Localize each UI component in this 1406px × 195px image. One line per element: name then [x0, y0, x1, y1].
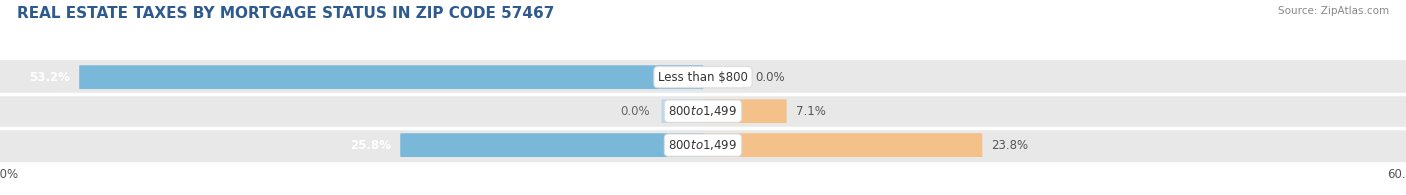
FancyBboxPatch shape [0, 60, 1406, 94]
Text: Source: ZipAtlas.com: Source: ZipAtlas.com [1278, 6, 1389, 16]
Text: 0.0%: 0.0% [620, 105, 650, 118]
Text: $800 to $1,499: $800 to $1,499 [668, 138, 738, 152]
FancyBboxPatch shape [703, 133, 983, 157]
FancyBboxPatch shape [703, 99, 787, 123]
Text: 25.8%: 25.8% [350, 139, 391, 152]
Text: 0.0%: 0.0% [756, 71, 786, 84]
FancyBboxPatch shape [662, 99, 703, 123]
FancyBboxPatch shape [0, 128, 1406, 162]
Text: Less than $800: Less than $800 [658, 71, 748, 84]
Text: 23.8%: 23.8% [991, 139, 1028, 152]
FancyBboxPatch shape [79, 65, 703, 89]
Text: $800 to $1,499: $800 to $1,499 [668, 104, 738, 118]
Text: REAL ESTATE TAXES BY MORTGAGE STATUS IN ZIP CODE 57467: REAL ESTATE TAXES BY MORTGAGE STATUS IN … [17, 6, 554, 21]
FancyBboxPatch shape [0, 94, 1406, 128]
Text: 7.1%: 7.1% [796, 105, 825, 118]
FancyBboxPatch shape [401, 133, 703, 157]
Text: 53.2%: 53.2% [30, 71, 70, 84]
